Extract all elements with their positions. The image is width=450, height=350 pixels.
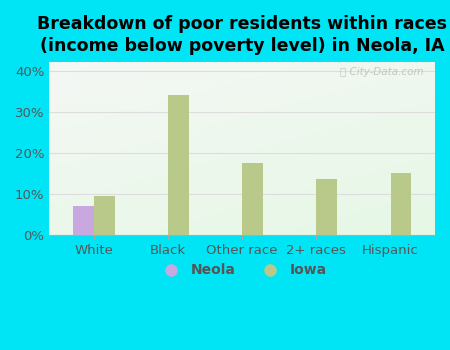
Title: Breakdown of poor residents within races
(income below poverty level) in Neola, : Breakdown of poor residents within races… [37, 15, 447, 55]
Bar [242, 163, 263, 235]
Bar [316, 179, 337, 235]
Bar [168, 95, 189, 235]
Bar [94, 196, 115, 235]
Legend: Neola, Iowa: Neola, Iowa [152, 258, 333, 283]
Text: ⓘ City-Data.com: ⓘ City-Data.com [340, 68, 423, 77]
Bar [391, 173, 411, 235]
Bar [73, 206, 94, 235]
